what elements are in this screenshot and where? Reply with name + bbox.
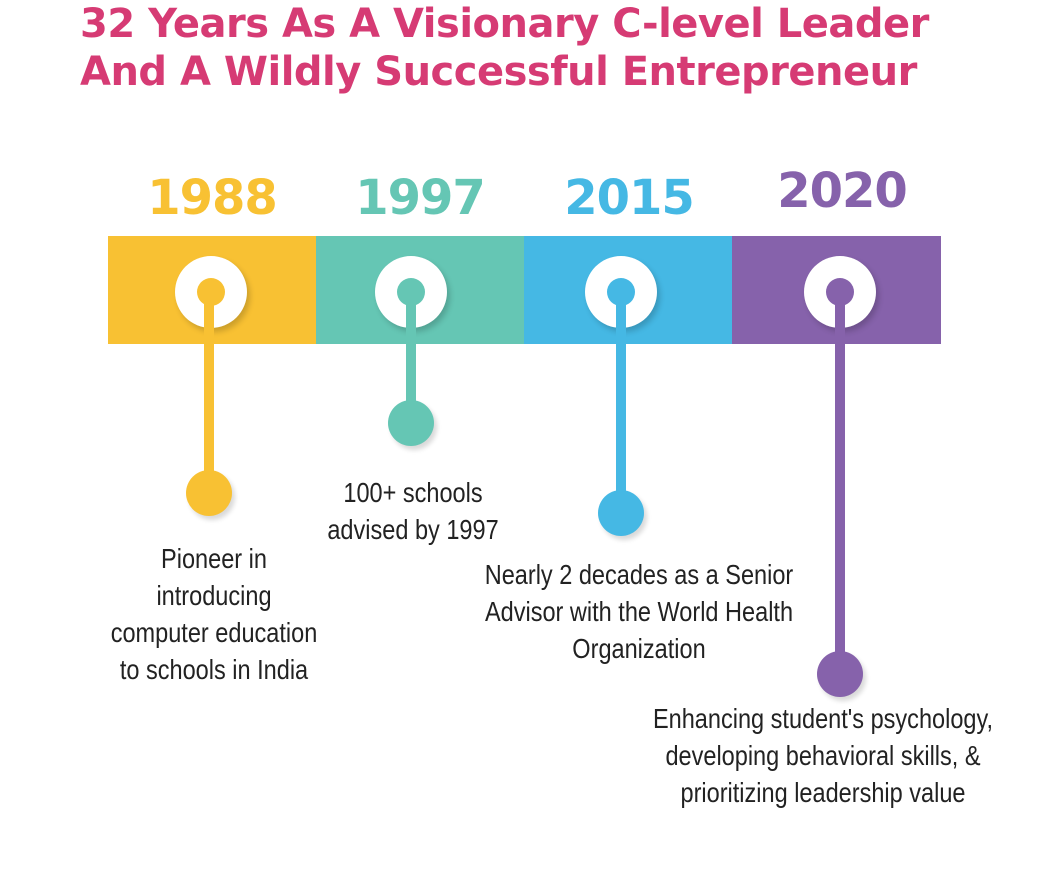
caption-line: 100+ schools [343,477,483,508]
page-title: 32 Years As A Visionary C-level Leader A… [80,0,1040,96]
caption-line: Enhancing student's psychology, [652,703,994,734]
connector-1997 [406,292,416,412]
caption-line: advised by 1997 [327,514,499,545]
caption-line: Organization [572,633,706,664]
caption-line: to schools in India [119,654,309,685]
connector-overlay-1988 [204,292,214,482]
caption-1997: 100+ schools advised by 1997 [287,474,539,548]
caption-line: Pioneer in [161,543,267,574]
caption-line: Advisor with the World Health [484,596,794,627]
connector-2015 [616,292,626,502]
title-line-2: And A Wildly Successful Entrepreneur [80,49,917,95]
caption-2020: Enhancing student's psychology, developi… [630,700,1016,811]
caption-line: developing behavioral skills, & [665,740,981,771]
caption-1988: Pioneer in introducing computer educatio… [88,540,340,688]
connector-2020 [835,292,845,664]
caption-line: Nearly 2 decades as a Senior [484,559,794,590]
caption-line: computer education [110,617,318,648]
caption-line: prioritizing leadership value [680,777,966,808]
year-1997: 1997 [355,170,486,226]
caption-line: introducing [156,580,272,611]
year-2020: 2020 [777,163,908,219]
year-2015: 2015 [564,170,695,226]
caption-2015: Nearly 2 decades as a Senior Advisor wit… [450,556,828,667]
title-line-1: 32 Years As A Visionary C-level Leader [80,1,929,47]
year-1988: 1988 [147,170,278,226]
